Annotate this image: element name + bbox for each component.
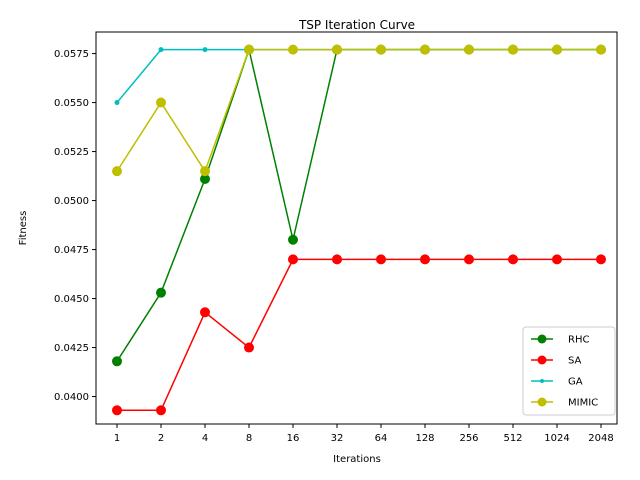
data-point-sa [596, 254, 606, 265]
legend-swatch-marker [537, 397, 547, 407]
x-tick-label: 64 [375, 433, 388, 444]
x-tick-label: 1024 [544, 433, 569, 444]
data-point-ga [202, 47, 208, 53]
legend-entry-ga: GA [531, 377, 583, 388]
data-point-mimic [552, 44, 562, 55]
x-tick-label: 16 [287, 433, 300, 444]
data-point-mimic [244, 44, 254, 55]
data-point-mimic [508, 44, 518, 55]
x-tick-label: 1 [114, 433, 120, 444]
series-ga [114, 47, 604, 106]
y-tick-label: 0.0525 [54, 147, 89, 158]
x-axis: 1 2 4 8 16 32 64 128 256 512 1024 2048 [114, 424, 614, 444]
y-axis: 0.0400 0.0425 0.0450 0.0475 0.0500 0.0525 0.05… [54, 49, 96, 403]
data-point-sa [376, 254, 386, 265]
x-tick-label: 2 [158, 433, 164, 444]
legend-label: SA [568, 356, 582, 367]
y-tick-label: 0.0500 [54, 196, 89, 207]
data-point-sa [464, 254, 474, 265]
legend-label: RHC [568, 335, 589, 346]
series-line-sa [117, 258, 601, 412]
data-point-sa [156, 405, 166, 416]
legend-box [522, 326, 616, 416]
legend-entry-mimic: MIMIC [531, 397, 598, 409]
series-rhc [112, 44, 606, 367]
series-line-ga [116, 48, 601, 104]
data-point-mimic [464, 44, 474, 55]
series-sa [112, 254, 606, 416]
y-tick-label: 0.0400 [54, 392, 89, 403]
x-tick-label: 4 [202, 433, 208, 444]
legend: RHC SA GA MIMIC [522, 326, 616, 416]
series-mimic [112, 44, 606, 177]
data-point-rhc [156, 287, 166, 298]
legend-label: MIMIC [568, 398, 598, 409]
data-point-sa [200, 307, 210, 318]
data-point-mimic [420, 44, 430, 55]
data-point-mimic [200, 166, 210, 177]
data-point-mimic [156, 97, 166, 108]
legend-swatch-marker [537, 334, 547, 344]
data-point-sa [112, 405, 122, 416]
x-tick-label: 128 [415, 433, 434, 444]
data-point-mimic [288, 44, 298, 55]
y-tick-label: 0.0550 [54, 98, 89, 109]
y-axis-label: Fitness [18, 211, 29, 246]
x-tick-label: 2048 [588, 433, 613, 444]
x-tick-label: 8 [246, 433, 252, 444]
x-tick-label: 32 [331, 433, 344, 444]
x-tick-label: 256 [459, 433, 478, 444]
data-point-mimic [112, 166, 122, 177]
data-point-mimic [376, 44, 386, 55]
data-point-rhc [112, 356, 122, 367]
x-tick-label: 512 [503, 433, 522, 444]
data-point-mimic [332, 44, 342, 55]
y-tick-label: 0.0425 [54, 343, 89, 354]
data-point-sa [508, 254, 518, 265]
series-line-rhc [116, 46, 601, 362]
data-point-rhc [288, 234, 298, 245]
legend-entry-sa: SA [531, 355, 582, 367]
data-point-ga [114, 100, 120, 106]
y-tick-label: 0.0450 [54, 294, 89, 305]
legend-swatch-marker [540, 379, 544, 383]
legend-swatch-marker [537, 355, 547, 365]
data-point-sa [332, 254, 342, 265]
plot-area [112, 44, 606, 416]
legend-label: GA [568, 377, 583, 388]
y-tick-label: 0.0475 [54, 245, 89, 256]
data-point-sa [552, 254, 562, 265]
y-tick-label: 0.0575 [54, 49, 89, 60]
chart-title: TSP Iteration Curve [298, 18, 415, 32]
axes-frame [95, 31, 618, 425]
data-point-ga [158, 47, 164, 53]
x-axis-label: Iterations [333, 454, 381, 465]
data-point-sa [420, 254, 430, 265]
data-point-sa [288, 254, 298, 265]
data-point-mimic [596, 44, 606, 55]
legend-entry-rhc: RHC [531, 334, 589, 346]
series-line-mimic [116, 48, 601, 173]
data-point-sa [244, 342, 254, 353]
